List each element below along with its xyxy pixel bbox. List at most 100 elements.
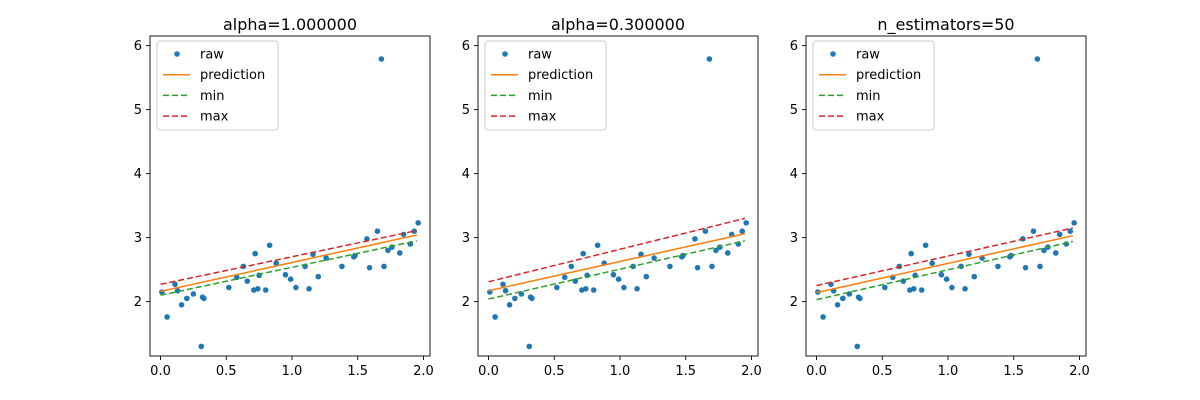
data-point (995, 263, 1001, 270)
data-point (651, 255, 657, 261)
y-tick-label: 3 (790, 231, 798, 246)
data-point (857, 295, 863, 302)
data-point (381, 263, 387, 270)
data-point (396, 250, 403, 256)
y-tick-label: 6 (790, 39, 798, 54)
data-point (1052, 250, 1059, 256)
legend-marker-raw (830, 51, 836, 57)
data-point (621, 284, 627, 291)
data-point (943, 276, 950, 283)
data-point (1041, 247, 1047, 254)
data-point (692, 236, 698, 242)
data-point (244, 278, 251, 284)
series-line-max (488, 217, 746, 283)
y-tick-label: 3 (134, 231, 142, 246)
data-point (594, 242, 601, 249)
legend-box (484, 40, 607, 131)
x-tick-label: 0.5 (216, 364, 237, 379)
data-point (713, 247, 719, 254)
data-point (922, 242, 929, 249)
data-point (500, 281, 506, 288)
data-point (529, 295, 535, 302)
data-point (568, 263, 575, 270)
chart-title: alpha=1.000000 (223, 15, 357, 34)
data-point (512, 295, 518, 302)
data-point (971, 273, 978, 280)
data-point (638, 251, 644, 258)
data-point (743, 220, 749, 226)
series-line-prediction (816, 234, 1074, 294)
legend-label-prediction: prediction (200, 68, 265, 83)
x-tick-label: 1.5 (1003, 364, 1024, 379)
data-point (724, 250, 731, 256)
x-tick-label: 0.5 (872, 364, 893, 379)
data-point (615, 276, 622, 283)
axes-frame (149, 35, 431, 357)
data-point (610, 271, 617, 278)
legend-label-min: min (856, 89, 881, 104)
data-point (164, 314, 170, 320)
legend-box (156, 40, 279, 131)
y-tick-label: 4 (462, 167, 470, 182)
chart-title: n_estimators=50 (877, 15, 1014, 35)
data-point (190, 291, 197, 297)
data-point (706, 56, 713, 62)
legend-label-max: max (856, 110, 885, 125)
data-point (582, 286, 589, 292)
legend-marker-raw (174, 51, 180, 57)
data-point (962, 286, 968, 292)
axes-frame (477, 35, 759, 357)
data-point (492, 314, 498, 320)
data-point (918, 287, 925, 293)
data-point (739, 228, 746, 234)
x-tick-label: 1.0 (282, 364, 303, 379)
y-tick-label: 5 (790, 103, 798, 118)
data-point (252, 250, 258, 257)
legend-label-min: min (200, 89, 225, 104)
data-point (709, 263, 715, 270)
chart-panel-1: 0.0 0.5 1.0 1.5 2.0 2 3 4 5 6 alpha=1.000000 raw pre… (134, 15, 434, 379)
data-point (949, 284, 955, 291)
data-point (1071, 220, 1077, 226)
series-line-max (816, 227, 1074, 287)
legend-label-prediction: prediction (856, 68, 921, 83)
data-point (323, 255, 329, 261)
legend-label-prediction: prediction (528, 68, 593, 83)
data-point (820, 314, 826, 320)
legend-marker-raw (502, 51, 508, 57)
data-point (702, 228, 709, 234)
data-point (172, 281, 178, 288)
data-point (201, 295, 207, 302)
data-point (502, 287, 509, 294)
data-point (634, 286, 640, 292)
data-point (415, 220, 421, 226)
y-tick-label: 5 (462, 103, 470, 118)
data-point (411, 228, 418, 234)
legend-label-raw: raw (528, 48, 552, 63)
series-line-min (488, 240, 746, 300)
legend-label-raw: raw (200, 48, 224, 63)
data-point (554, 284, 560, 291)
x-tick-label: 2.0 (413, 364, 434, 379)
y-tick-label: 6 (462, 39, 470, 54)
legend-label-raw: raw (856, 48, 880, 63)
legend-label-max: max (200, 110, 229, 125)
y-tick-label: 4 (134, 167, 142, 182)
data-point (378, 56, 385, 62)
data-point (526, 343, 533, 350)
data-point (834, 302, 841, 308)
x-tick-label: 0.0 (150, 364, 171, 379)
data-point (694, 264, 701, 271)
data-point (840, 295, 846, 302)
x-tick-label: 1.5 (347, 364, 368, 379)
data-point (262, 287, 269, 293)
series-line-min (160, 240, 418, 296)
data-point (306, 286, 312, 292)
data-point (643, 273, 650, 280)
series-line-prediction (160, 234, 418, 293)
chart-panel-2: 0.0 0.5 1.0 1.5 2.0 2 3 4 5 6 alpha=0.300000 raw pre… (462, 15, 762, 379)
data-point (178, 302, 185, 308)
data-point (910, 286, 917, 292)
data-point (908, 250, 914, 257)
